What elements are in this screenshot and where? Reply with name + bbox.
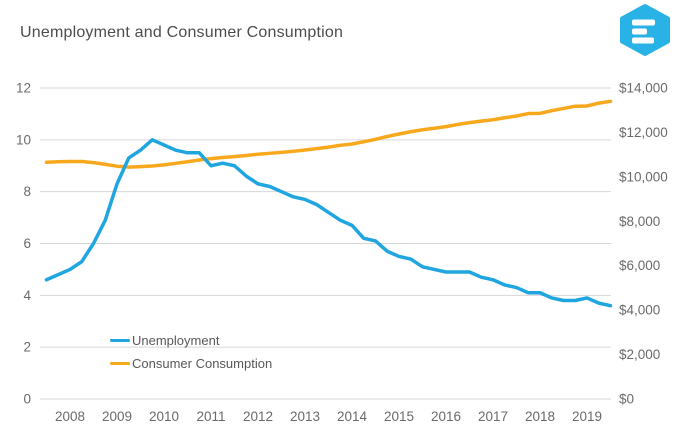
y-right-tick-label: $4,000 [619,303,660,318]
y-right-tick-label: $2,000 [619,347,660,362]
y-left-tick-label: 10 [16,132,31,147]
legend-label-unemployment: Unemployment [132,333,220,348]
x-tick-label: 2015 [384,409,414,424]
chart-title: Unemployment and Consumer Consumption [20,24,344,41]
y-right-tick-label: $10,000 [619,169,668,184]
legend-item-consumer-consumption: Consumer Consumption [110,352,272,375]
logo-bar-bottom [632,37,654,44]
y-left-tick-label: 12 [16,81,31,96]
series-line-consumer-consumption [44,99,613,169]
x-tick-label: 2016 [431,409,461,424]
y-right-tick-label: $14,000 [619,81,668,96]
x-tick-label: 2019 [572,409,602,424]
logo-bar-middle [632,28,647,35]
x-tick-label: 2008 [55,409,85,424]
x-tick-label: 2009 [102,409,132,424]
series-line-unemployment [44,138,613,308]
y-left-tick-label: 4 [23,288,31,303]
y-left-tick-label: 2 [23,340,31,355]
legend-label-consumer-consumption: Consumer Consumption [132,356,273,371]
x-tick-label: 2018 [525,409,555,424]
y-left-tick-label: 0 [23,392,31,407]
x-tick-label: 2010 [149,409,179,424]
consumer-consumption-line-swatch-icon [110,361,130,366]
brand-hexagon-logo-icon [620,4,670,56]
logo-bar-top [632,19,655,26]
x-tick-label: 2012 [243,409,273,424]
legend-item-unemployment: Unemployment [110,329,272,352]
legend: Unemployment Consumer Consumption [110,329,272,375]
y-right-tick-label: $6,000 [619,258,660,273]
y-right-tick-label: $8,000 [619,214,660,229]
y-left-tick-label: 8 [23,184,31,199]
x-tick-label: 2013 [290,409,320,424]
y-right-tick-label: $12,000 [619,125,668,140]
x-tick-label: 2014 [337,409,368,424]
unemployment-line-swatch-icon [110,338,130,343]
x-tick-label: 2017 [478,409,508,424]
y-left-tick-label: 6 [23,236,31,251]
y-right-tick-label: $0 [619,392,634,407]
x-tick-label: 2011 [196,409,225,424]
